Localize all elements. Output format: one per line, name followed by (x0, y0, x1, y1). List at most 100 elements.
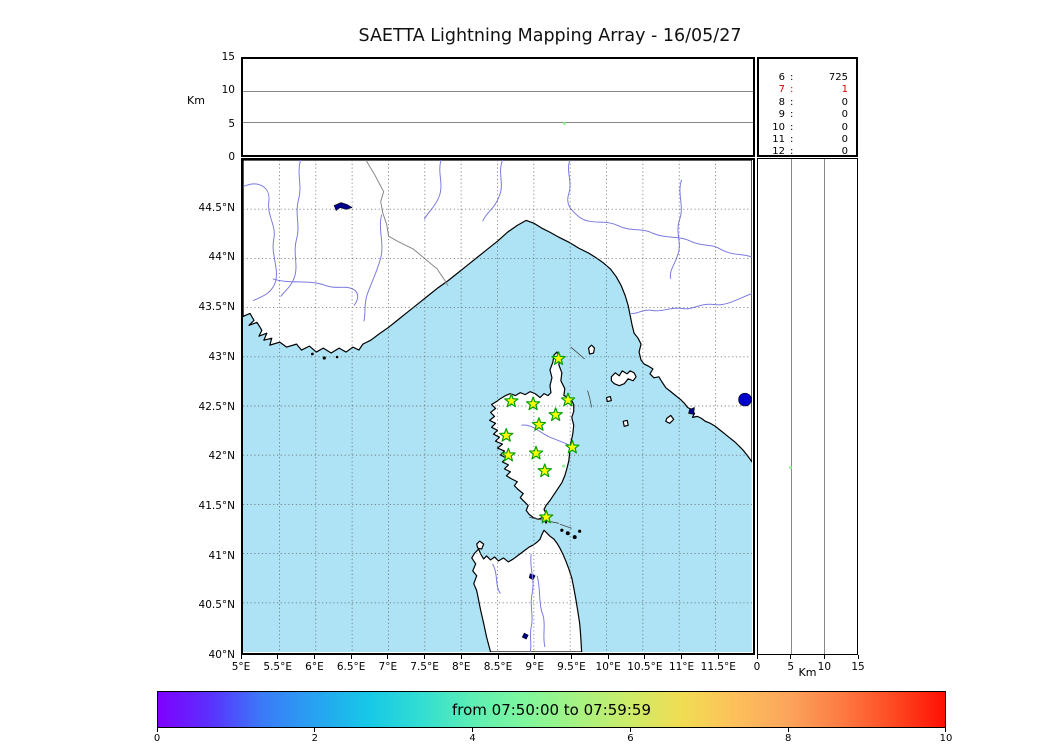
lagoon-argentario (688, 407, 695, 415)
tick-mark (823, 655, 825, 659)
station-markers (499, 351, 580, 524)
tick-mark (756, 655, 758, 659)
km-tick-label: 15 (851, 661, 865, 673)
latitude-tick-label: 40.5°N (198, 599, 235, 612)
altitude-gridline (243, 90, 753, 92)
tick-mark (681, 655, 683, 659)
land-layer (243, 160, 752, 652)
lightning-source-dot (563, 122, 567, 126)
tick-mark (787, 728, 789, 732)
tick-mark (240, 655, 242, 659)
altitude-axis-label-left: Km (187, 94, 205, 107)
station-count-row: 9:0 (778, 109, 848, 121)
lake-serre-poncon (333, 202, 353, 211)
tick-mark (570, 655, 572, 659)
altitude-axis-label-right: Km (798, 666, 817, 679)
km-tick-label: 10 (817, 661, 832, 673)
latitude-tick-label: 42.5°N (198, 400, 235, 413)
latitude-tick-label: 40°N (208, 649, 235, 661)
km-gridline (823, 159, 825, 654)
giglio-island (665, 414, 675, 424)
longitude-tick-label: 5°E (231, 661, 251, 673)
colorbar-tick-label: 10 (939, 733, 953, 744)
tick-mark (424, 655, 426, 659)
longitude-tick-label: 8.5°E (483, 661, 513, 673)
tick-mark (313, 655, 315, 659)
tick-mark (629, 728, 631, 732)
tick-mark (944, 728, 946, 732)
altitude-longitude-panel (241, 57, 755, 157)
longitude-tick-label: 9.5°E (557, 661, 586, 673)
station-star-icon (565, 439, 580, 454)
station-star-icon (499, 427, 514, 442)
km-tick-label: 5 (787, 661, 794, 673)
tick-mark (497, 655, 499, 659)
longitude-tick-label: 7.5°E (410, 661, 439, 673)
longitude-tick-label: 7°E (378, 661, 398, 673)
station-star-icon (531, 417, 547, 431)
station-star-icon (548, 407, 563, 422)
tick-mark (607, 655, 609, 659)
km-gridline (790, 159, 792, 654)
station-star-icon (551, 351, 566, 366)
longitude-tick-label: 11.5°E (700, 661, 736, 673)
sardinia-coast (471, 529, 583, 652)
rivers-layer (243, 160, 752, 652)
station-counts-panel: 6:725 7:1 8:0 9:0 10:0 11:0 12:0 (757, 57, 858, 157)
longitude-tick-label: 11°E (668, 661, 695, 673)
map-svg (243, 160, 752, 652)
station-star-icon (525, 396, 541, 411)
elba-island (610, 370, 637, 387)
country-border (365, 160, 449, 286)
station-star-icon (560, 392, 576, 407)
station-count-row: 6:725 (778, 72, 848, 83)
lightning-source-dot (789, 465, 793, 469)
latitude-tick-label: 42°N (208, 450, 235, 463)
altitude-tick-label: 5 (228, 117, 235, 130)
time-colorbar: from 07:50:00 to 07:59:59 (157, 691, 946, 728)
tick-mark (534, 655, 536, 659)
latitude-tick-label: 41°N (208, 549, 235, 562)
lake-bolsena (738, 392, 752, 407)
tick-mark (350, 655, 352, 659)
mainland-coast (243, 160, 752, 463)
tick-mark (460, 655, 462, 659)
latitude-tick-label: 43.5°N (198, 301, 235, 314)
latitude-tick-label: 43°N (208, 350, 235, 363)
pianosa-island (605, 396, 612, 403)
map-source-dots (562, 464, 566, 468)
tick-mark (387, 655, 389, 659)
page-title: SAETTA Lightning Mapping Array - 16/05/2… (358, 26, 742, 46)
latitude-tick-label: 41.5°N (198, 499, 235, 512)
altitude-tick-label: 0 (228, 151, 235, 163)
colorbar-tick-label: 6 (627, 733, 634, 744)
latitude-tick-label: 44.5°N (198, 201, 235, 214)
colorbar-tick-label: 0 (153, 733, 161, 744)
tick-mark (314, 728, 316, 732)
station-count-row: 10:0 (772, 121, 848, 133)
tick-mark (790, 655, 792, 659)
station-count-row: 8:0 (778, 96, 848, 108)
station-counts-list: 6:725 7:1 8:0 9:0 10:0 11:0 12:0 (759, 59, 856, 159)
colorbar-tick-label: 2 (311, 733, 318, 744)
lake-sardinia-2 (521, 632, 529, 640)
station-star-icon (528, 445, 544, 460)
altitude-tick-label: 10 (221, 84, 235, 97)
tick-mark (277, 655, 279, 659)
station-star-icon (501, 447, 516, 462)
tick-mark (472, 728, 474, 732)
asinara-island (476, 540, 485, 550)
longitude-tick-label: 6°E (305, 661, 324, 673)
longitude-tick-label: 5.5°E (263, 661, 292, 673)
montecristo-island (622, 419, 629, 427)
longitude-tick-label: 9°E (525, 661, 544, 673)
station-count-row: 12:0 (772, 146, 848, 158)
tick-mark (157, 728, 158, 732)
latitude-tick-label: 44°N (208, 251, 235, 264)
longitude-tick-label: 8°E (451, 661, 471, 673)
capraia-island (587, 344, 596, 355)
small-islets (310, 352, 582, 540)
station-star-icon (538, 509, 554, 524)
tick-mark (644, 655, 646, 659)
